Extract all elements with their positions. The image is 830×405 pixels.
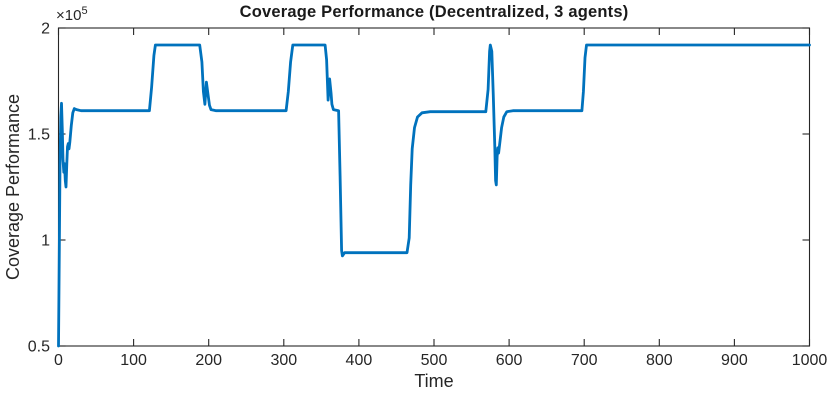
axes-box xyxy=(57,27,811,347)
exponent-base: ×10 xyxy=(56,7,82,24)
x-tick-label: 800 xyxy=(646,352,673,369)
y-tick-label: 1.5 xyxy=(28,127,50,144)
y-axis-label: Coverage Performance xyxy=(3,93,23,281)
x-tick-label: 700 xyxy=(571,352,598,369)
x-tick-label: 1000 xyxy=(792,352,828,369)
x-tick-label: 200 xyxy=(195,352,222,369)
x-tick-label: 500 xyxy=(421,352,448,369)
x-tick-label: 300 xyxy=(270,352,297,369)
y-tick-label: 0.5 xyxy=(28,339,50,356)
y-tick-label: 1 xyxy=(41,233,50,250)
x-tick-label: 900 xyxy=(721,352,748,369)
chart-title: Coverage Performance (Decentralized, 3 a… xyxy=(239,3,629,21)
coverage-line xyxy=(57,43,811,348)
x-tick-label: 400 xyxy=(346,352,373,369)
x-axis-label: Time xyxy=(414,371,454,391)
x-tick-label: 0 xyxy=(54,352,63,369)
series xyxy=(57,43,811,348)
x-tick-label: 600 xyxy=(496,352,523,369)
axes: 0 100 200 300 400 500 600 700 800 900 1000 0.5 1 1.5 2 xyxy=(28,21,828,370)
y-tick-label: 2 xyxy=(41,21,50,38)
x-tick-label: 100 xyxy=(120,352,147,369)
exponent-power: 5 xyxy=(81,5,88,17)
y-axis-exponent: ×105 xyxy=(56,5,88,25)
